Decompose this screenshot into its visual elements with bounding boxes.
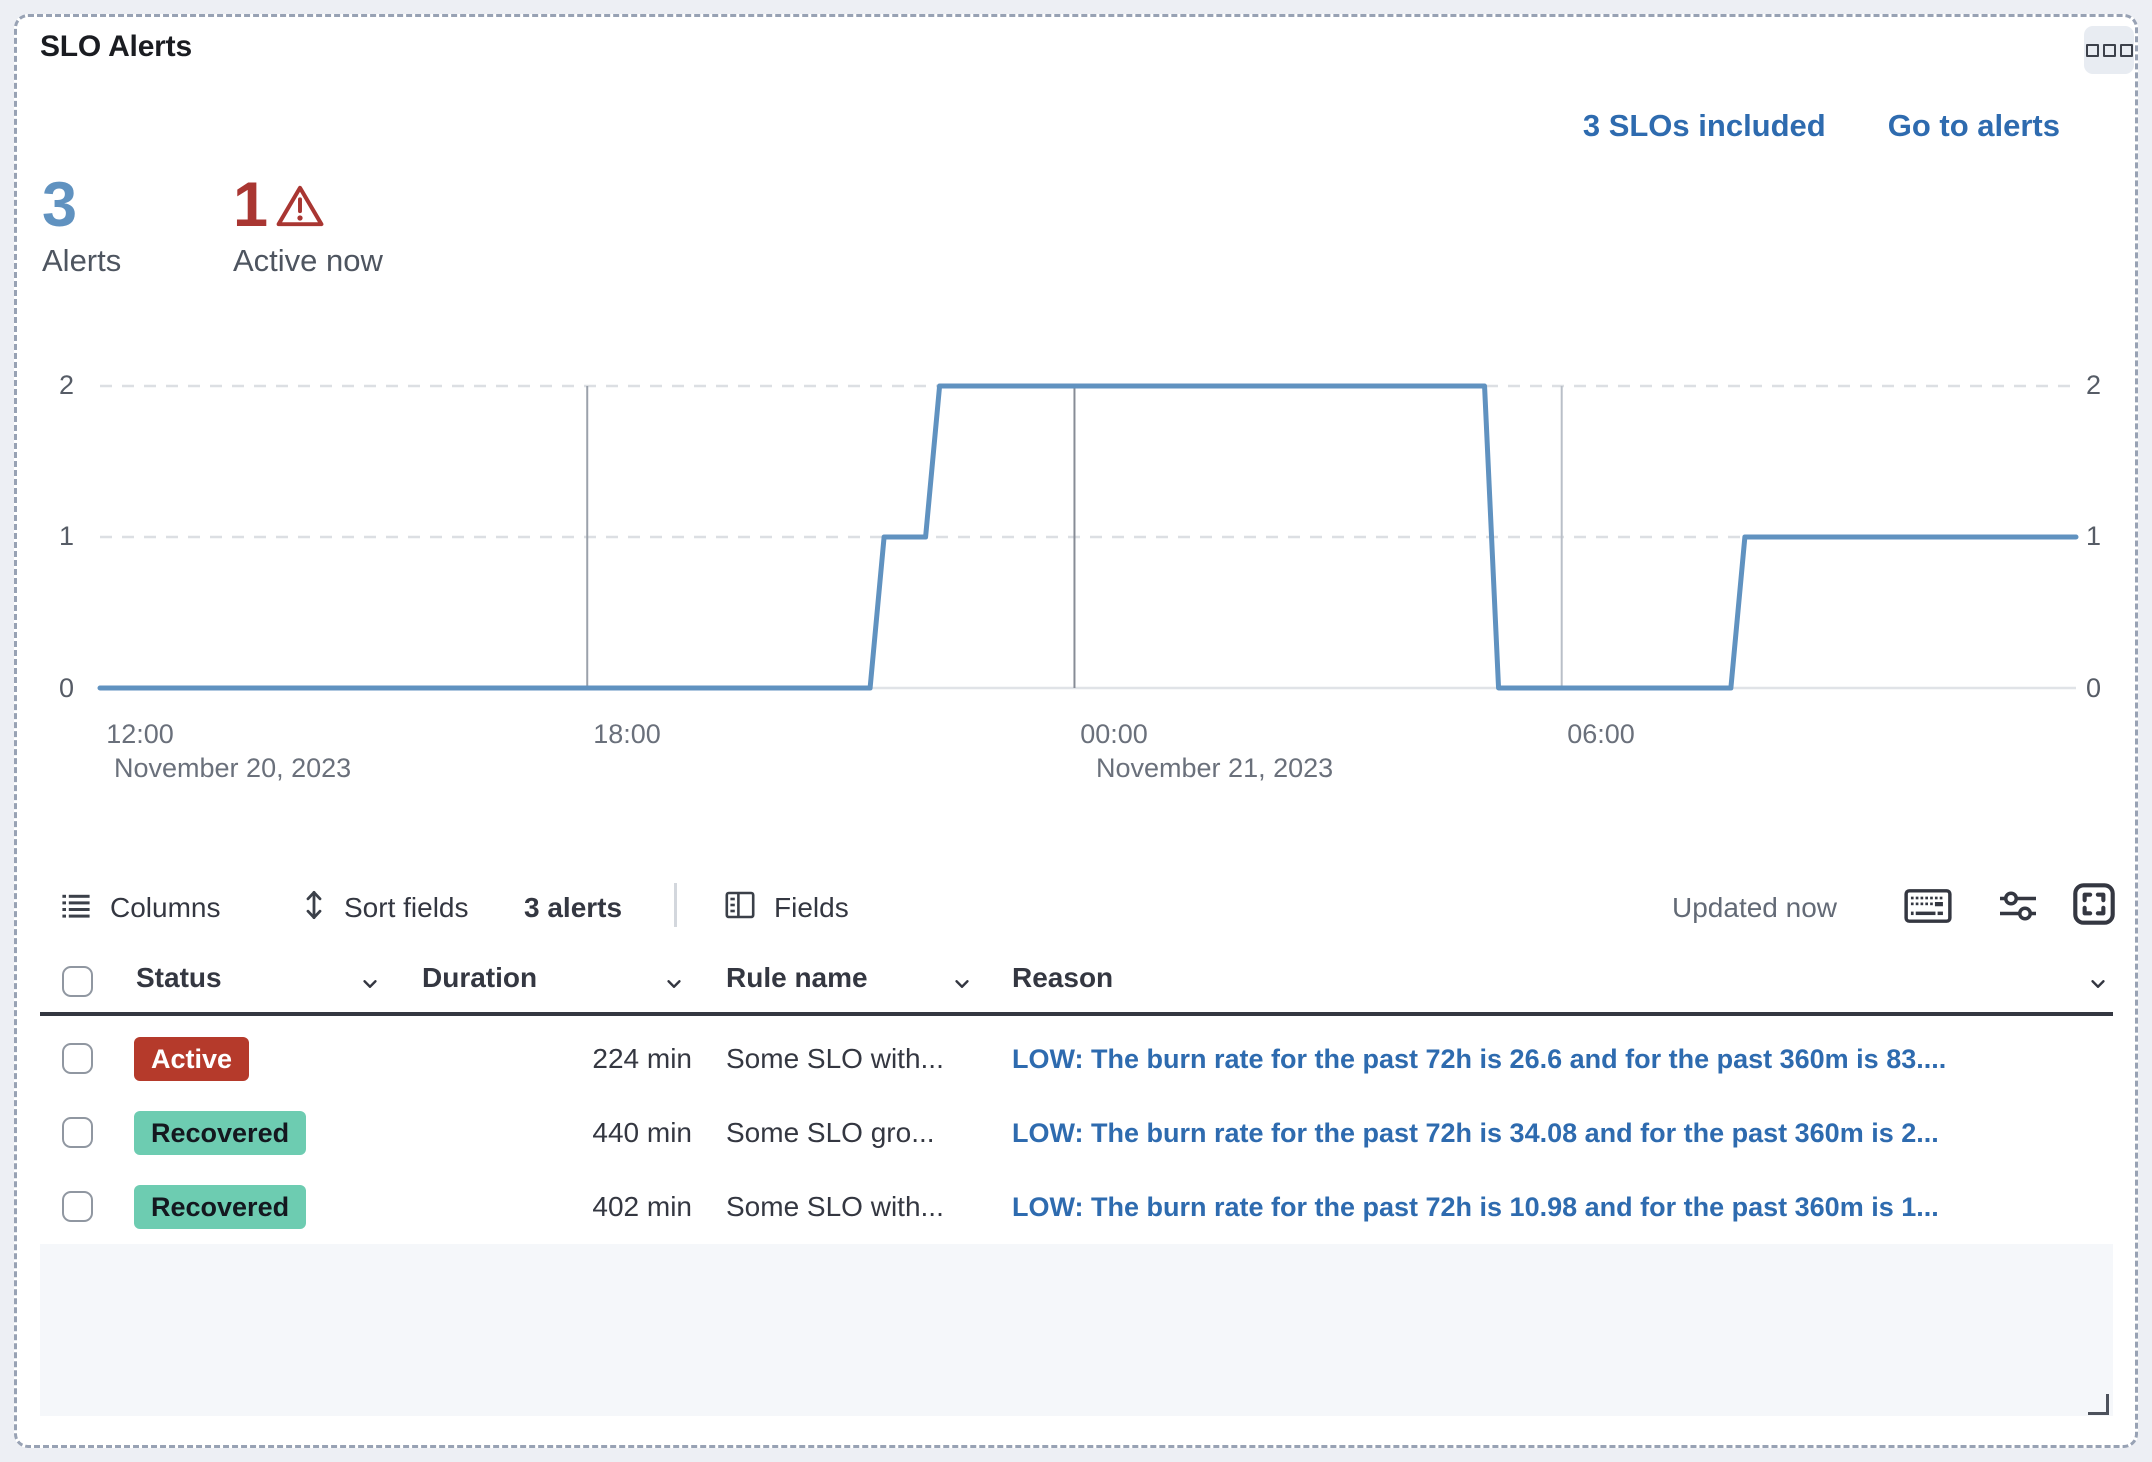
rule-name-cell: Some SLO with... <box>726 1043 944 1074</box>
row-checkbox[interactable] <box>62 1043 93 1074</box>
columns-button[interactable]: Columns <box>110 892 221 923</box>
alerts-count-toolbar-label: 3 alerts <box>524 892 623 923</box>
x-axis-tick: 00:00 <box>1080 719 1148 749</box>
chevron-down-icon[interactable] <box>950 972 974 996</box>
x-axis-tick: 18:00 <box>593 719 661 749</box>
dashboard-panel <box>14 14 2138 1448</box>
duration-cell: 224 min <box>592 1043 692 1074</box>
active-now-label: Active now <box>233 243 383 278</box>
status-badge: Recovered <box>134 1185 307 1229</box>
panel-menu-button[interactable] <box>2084 26 2134 74</box>
row-checkbox[interactable] <box>62 1117 93 1148</box>
reason-link[interactable]: LOW: The burn rate for the past 72h is 1… <box>1012 1192 1939 1222</box>
active-now-stat: 1 <box>233 170 269 240</box>
toolbar-divider <box>674 883 677 927</box>
reason-link[interactable]: LOW: The burn rate for the past 72h is 2… <box>1012 1044 1947 1074</box>
y-axis-tick-right: 2 <box>2086 370 2102 400</box>
status-badge: Recovered <box>134 1111 307 1155</box>
x-axis-tick: 12:00 <box>106 719 174 749</box>
panel-title: SLO Alerts <box>40 30 192 63</box>
select-all-checkbox[interactable] <box>62 966 93 997</box>
fields-icon[interactable] <box>724 889 756 921</box>
updated-status-text: Updated now <box>1672 892 1838 923</box>
alerts-step-line-plot <box>97 383 2079 691</box>
chevron-down-icon[interactable] <box>662 972 686 996</box>
row-checkbox[interactable] <box>62 1191 93 1222</box>
empty-grid-area <box>40 1244 2113 1416</box>
x-axis-date: November 20, 2023 <box>114 753 352 783</box>
alerts-count-stat: 3 <box>42 170 78 240</box>
fields-button[interactable]: Fields <box>774 892 849 923</box>
rule-name-cell: Some SLO with... <box>726 1191 944 1222</box>
header-divider <box>40 1012 2113 1016</box>
boxes-horizontal-icon <box>2119 43 2133 57</box>
go-to-alerts-link[interactable]: Go to alerts <box>1887 108 2060 143</box>
sort-fields-icon[interactable] <box>298 888 330 922</box>
x-axis-tick: 06:00 <box>1567 719 1635 749</box>
alerts-count-label: Alerts <box>42 243 122 278</box>
grid-settings-sliders-icon[interactable] <box>1998 886 2038 926</box>
y-axis-tick-left: 0 <box>58 673 74 703</box>
warning-triangle-icon <box>276 184 324 228</box>
boxes-horizontal-icon <box>2102 43 2116 57</box>
sort-fields-button[interactable]: Sort fields <box>344 892 469 923</box>
fullscreen-icon[interactable] <box>2072 882 2116 926</box>
rule-name-cell: Some SLO gro... <box>726 1117 935 1148</box>
reason-link[interactable]: LOW: The burn rate for the past 72h is 3… <box>1012 1118 1939 1148</box>
column-header-status[interactable]: Status <box>136 962 222 993</box>
column-header-duration[interactable]: Duration <box>422 962 538 993</box>
y-axis-tick-left: 1 <box>58 521 74 551</box>
chevron-down-icon[interactable] <box>358 972 382 996</box>
duration-cell: 402 min <box>592 1191 692 1222</box>
chevron-down-icon[interactable] <box>2086 972 2110 996</box>
y-axis-tick-left: 2 <box>58 370 74 400</box>
keyboard-shortcuts-icon[interactable] <box>1904 888 1952 924</box>
columns-list-icon[interactable] <box>60 890 92 922</box>
slos-included-link[interactable]: 3 SLOs included <box>1582 108 1826 143</box>
alerts-timeline-chart: 2 1 0 2 1 0 12:00 18:00 00:00 06:00 Nove… <box>0 340 2152 800</box>
panel-links: 3 SLOs included Go to alerts <box>1583 108 2060 144</box>
status-badge: Active <box>134 1037 250 1081</box>
grid-resize-handle[interactable] <box>2088 1394 2109 1415</box>
column-header-rule-name[interactable]: Rule name <box>726 962 868 993</box>
duration-cell: 440 min <box>592 1117 692 1148</box>
boxes-horizontal-icon <box>2085 43 2099 57</box>
column-header-reason[interactable]: Reason <box>1012 962 1114 993</box>
y-axis-tick-right: 0 <box>2086 673 2102 703</box>
x-axis-date: November 21, 2023 <box>1096 753 1334 783</box>
y-axis-tick-right: 1 <box>2086 521 2102 551</box>
